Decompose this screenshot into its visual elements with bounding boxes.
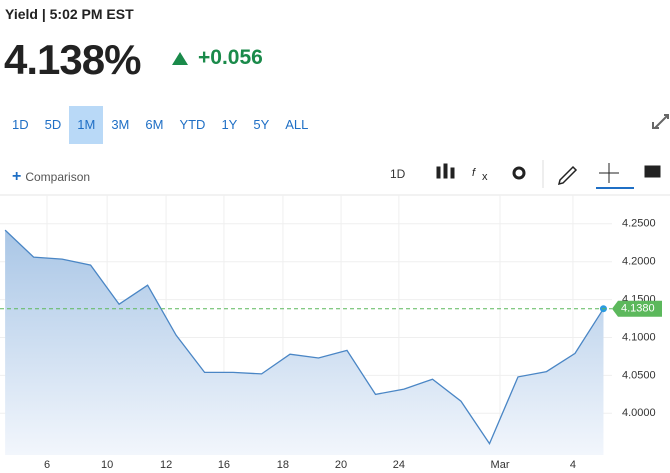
range-buttons: 1D 5D 1M 3M 6M YTD 1Y 5Y ALL bbox=[4, 106, 316, 144]
y-tick-label: 4.2500 bbox=[622, 218, 656, 230]
current-label: 4.1380 bbox=[621, 303, 655, 315]
x-tick-label: 4 bbox=[570, 459, 576, 471]
x-tick-label: 10 bbox=[101, 459, 113, 471]
y-tick-label: 4.2000 bbox=[622, 256, 656, 268]
range-button[interactable]: 3M bbox=[111, 117, 130, 132]
comparison-label: Comparison bbox=[25, 170, 91, 184]
x-tick-label: 18 bbox=[277, 459, 289, 471]
range-button[interactable]: 1M bbox=[69, 106, 104, 144]
range-button[interactable]: 6M bbox=[145, 117, 164, 132]
x-tick-label: 16 bbox=[218, 459, 230, 471]
range-button[interactable]: ALL bbox=[285, 117, 309, 132]
range-button[interactable]: YTD bbox=[179, 117, 206, 132]
change: +0.056 bbox=[198, 46, 263, 69]
y-tick-label: 4.0000 bbox=[622, 407, 656, 419]
x-tick-label: 12 bbox=[160, 459, 172, 471]
price: 4.138% bbox=[4, 36, 141, 83]
y-tick-label: 4.1000 bbox=[622, 331, 656, 343]
up-arrow bbox=[172, 52, 188, 65]
line bbox=[4, 229, 605, 445]
x-tick-label: 6 bbox=[44, 459, 50, 471]
current-tag bbox=[612, 300, 662, 317]
title: Yield | 5:02 PM EST bbox=[5, 6, 134, 22]
y-tick-label: 4.0500 bbox=[622, 369, 656, 381]
range-button[interactable]: 1Y bbox=[221, 117, 238, 132]
x-tick-label: Mar bbox=[491, 459, 510, 471]
range-button[interactable]: 1D bbox=[12, 117, 29, 132]
x-tick-label: 20 bbox=[335, 459, 347, 471]
svg-text:x: x bbox=[482, 171, 488, 183]
svg-text:f: f bbox=[472, 167, 476, 179]
range-button[interactable]: 5Y bbox=[253, 117, 270, 132]
interval-button[interactable]: 1D bbox=[390, 167, 406, 181]
x-tick-label: 24 bbox=[393, 459, 405, 471]
comparison-button[interactable]: + Comparison bbox=[12, 168, 91, 185]
area bbox=[5, 230, 604, 455]
range-button[interactable]: 5D bbox=[44, 117, 62, 132]
